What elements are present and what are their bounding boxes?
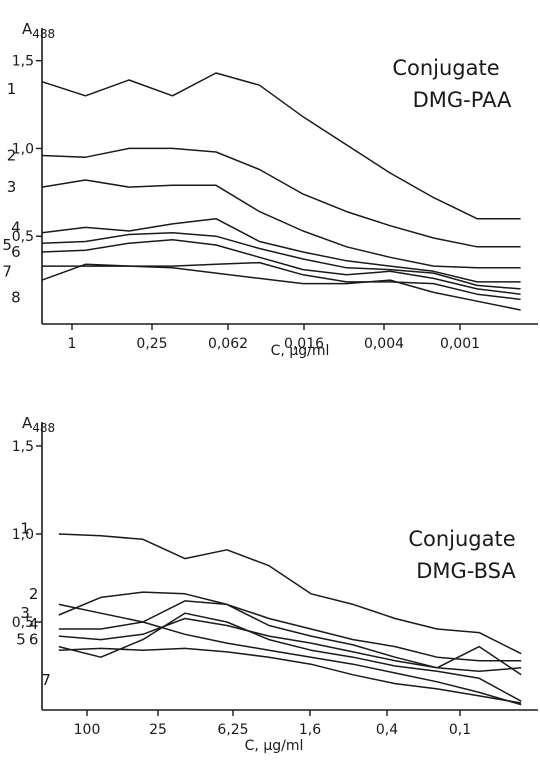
x-tick-label: 0,25 — [136, 336, 167, 352]
x-tick-label: 0,062 — [208, 336, 248, 352]
series-line-6 — [41, 238, 521, 295]
y-axis-label-sub: 488 — [32, 421, 55, 435]
x-tick-label: 0,4 — [376, 722, 398, 738]
series-line-2 — [41, 147, 521, 248]
x-tick-label: 0,004 — [364, 336, 404, 352]
series-line-6 — [58, 612, 522, 702]
y-tick-label: 1,5 — [12, 54, 34, 70]
axes — [41, 28, 538, 325]
x-tick-label: 0,016 — [284, 336, 324, 352]
series-label-5: 5 — [2, 236, 12, 254]
series-line-1 — [58, 533, 522, 655]
x-tick-label: 6,25 — [217, 722, 248, 738]
chart-title-line-2: DMG-BSA — [416, 559, 516, 583]
y-axis-label-sub: 488 — [32, 27, 55, 41]
series-label-1: 1 — [20, 520, 30, 538]
series: 1 2 3 45 67 8 — [2, 72, 521, 311]
chart-title-line-2: DMG-PAA — [413, 88, 512, 112]
axes — [41, 422, 538, 711]
series-label-4: 4 — [11, 218, 21, 236]
series-label-6: 6 — [29, 631, 39, 649]
series-line-8 — [41, 263, 521, 311]
y-axis-label-main: A — [22, 20, 33, 38]
x-tick-label: 25 — [149, 722, 167, 738]
series-line-7 — [58, 647, 522, 704]
y-axis-label-main: A — [22, 414, 33, 432]
series-line-5 — [41, 231, 521, 290]
series-label-8: 8 — [11, 289, 21, 307]
x-tick-label: 1,6 — [299, 722, 321, 738]
x-tick-label: 100 — [74, 722, 101, 738]
series-line-3 — [58, 591, 522, 662]
series-label-1: 1 — [7, 80, 17, 98]
y-tick-label: 0,5 — [12, 615, 34, 631]
series-line-3 — [41, 179, 521, 269]
series-label-3: 3 — [7, 178, 17, 196]
y-tick-label: 1,0 — [12, 527, 34, 543]
x-tick-label: 1 — [68, 336, 77, 352]
series-line-4 — [58, 600, 522, 676]
series-line-4 — [41, 217, 521, 283]
chart-dmg-paa: 1,5 1,0 0,5 1 0,25 0,062 0,016 0,004 0,001 1 2 3 45… — [2, 20, 538, 359]
y-axis-label: A488 — [22, 20, 55, 41]
series-line-1 — [41, 72, 521, 220]
series-label-4: 4 — [29, 615, 39, 633]
x-axis-label: C, μg/ml — [271, 343, 330, 359]
y-axis-label: A488 — [22, 414, 55, 435]
series-line-5 — [58, 617, 522, 673]
series-label-3: 3 — [20, 604, 30, 622]
chart-title-line-1: Conjugate — [392, 56, 499, 80]
x-tick-label: 0,1 — [449, 722, 471, 738]
series-label-6: 6 — [11, 243, 21, 261]
x-tick-label: 0,001 — [440, 336, 480, 352]
y-tick-label: 1,5 — [12, 439, 34, 455]
x-axis-label: C, μg/ml — [245, 738, 304, 754]
series-label-7: 7 — [41, 671, 51, 689]
series-label-2: 2 — [29, 585, 39, 603]
y-tick-label: 0,5 — [12, 229, 34, 245]
series-line-2 — [58, 603, 522, 706]
series-label-7: 7 — [2, 262, 12, 280]
series-label-2: 2 — [7, 146, 17, 164]
ticks: 1,5 1,0 0,5 1 0,25 0,062 0,016 0,004 0,001 — [12, 54, 480, 352]
chart-title-line-1: Conjugate — [408, 527, 515, 551]
y-tick-label: 1,0 — [12, 141, 34, 157]
series-label-5: 5 — [16, 631, 26, 649]
